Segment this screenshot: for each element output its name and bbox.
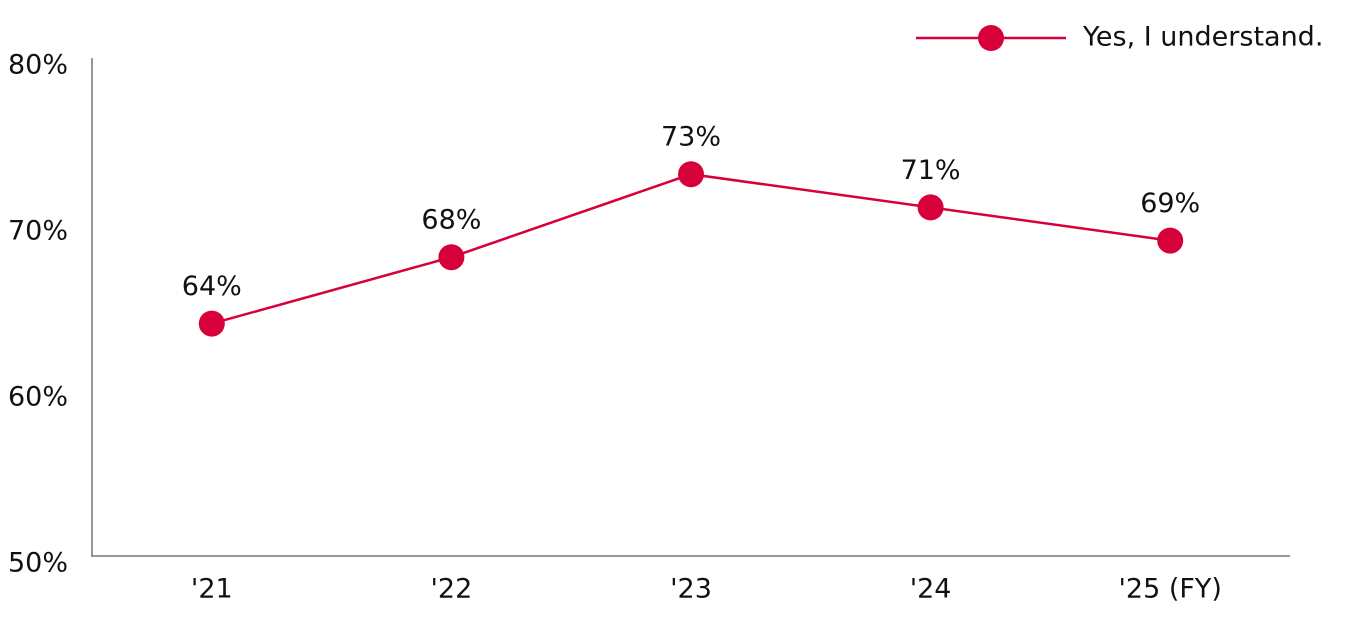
legend-label: Yes, I understand. (1082, 22, 1323, 53)
legend-marker (978, 25, 1004, 51)
x-tick-label: '24 (910, 574, 952, 605)
data-point (678, 161, 704, 188)
data-point (1157, 227, 1184, 254)
y-tick-label: 70% (8, 216, 68, 247)
y-tick-label: 60% (8, 382, 68, 413)
x-tick-label: '23 (670, 574, 712, 605)
data-point (198, 310, 225, 337)
data-label: 64% (182, 271, 242, 302)
data-line (211, 172, 1171, 325)
data-label: 71% (901, 155, 961, 186)
data-label: 69% (1140, 188, 1200, 219)
x-tick-label: '21 (191, 574, 233, 605)
x-tick-label: '22 (431, 574, 473, 605)
y-tick-label: 80% (8, 50, 68, 81)
y-tick-label: 50% (8, 548, 68, 579)
x-tick-label: '25 (FY) (1118, 574, 1221, 605)
data-label: 73% (661, 122, 721, 153)
data-label: 68% (421, 205, 481, 236)
data-point (438, 244, 465, 271)
data-point (917, 194, 944, 221)
